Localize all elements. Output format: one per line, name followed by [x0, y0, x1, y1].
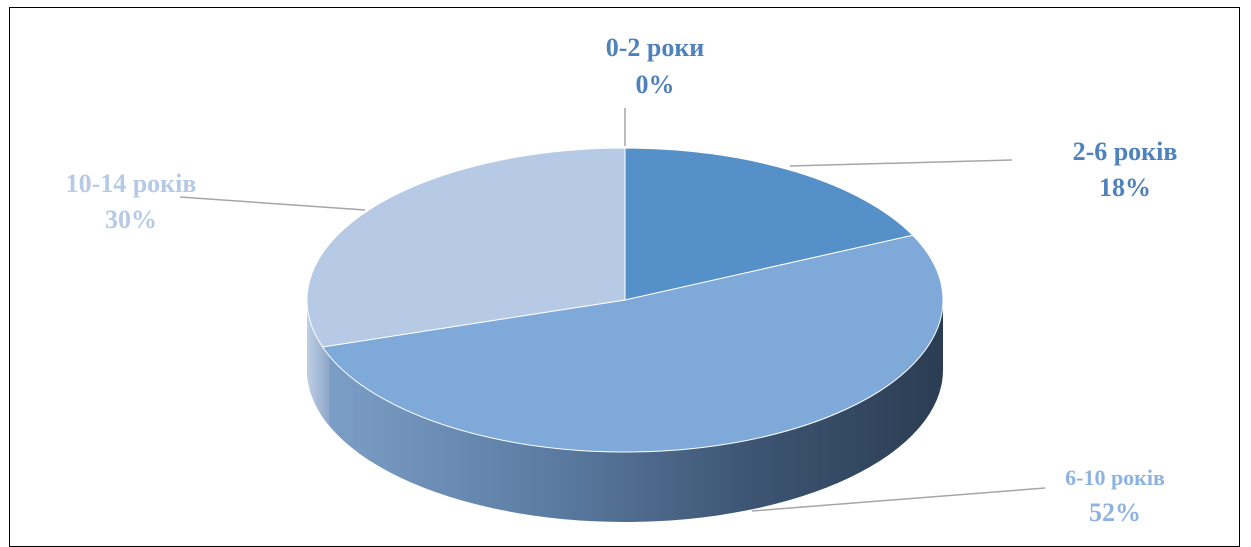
pie-side-left — [307, 300, 330, 426]
pie-depth — [307, 300, 943, 522]
pie-chart: 0-2 роки 0% 2-6 років 18% 6-10 років 52% 10-14… — [66, 33, 1178, 527]
slice-label: 0-2 роки — [606, 33, 705, 62]
pie-top — [306, 147, 944, 453]
leader-line — [179, 196, 366, 211]
slice-value-label: 18% — [1099, 173, 1151, 202]
slice-value-label: 30% — [105, 205, 157, 234]
pie-slice — [321, 234, 944, 453]
slice-value-label: 52% — [1089, 498, 1141, 527]
leader-lines — [179, 108, 1046, 512]
pie-slice — [306, 147, 626, 348]
slice-labels: 0-2 роки 0% 2-6 років 18% 6-10 років 52% 10-14… — [66, 33, 1178, 527]
pie-slice — [624, 147, 914, 301]
slice-value-label: 0% — [636, 70, 675, 99]
slice-label: 10-14 років — [66, 169, 197, 198]
slice-label: 6-10 років — [1065, 465, 1165, 490]
slice-label: 2-6 років — [1073, 137, 1178, 166]
leader-line — [751, 487, 1046, 512]
leader-line — [789, 159, 1013, 167]
pie-side — [307, 300, 943, 522]
